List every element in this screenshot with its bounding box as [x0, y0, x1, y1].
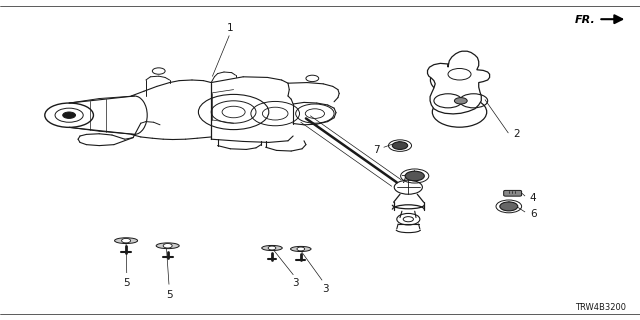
Ellipse shape — [291, 246, 311, 252]
Circle shape — [122, 238, 131, 243]
Circle shape — [392, 142, 408, 149]
Text: 5: 5 — [166, 290, 173, 300]
Text: TRW4B3200: TRW4B3200 — [575, 303, 626, 312]
Text: FR.: FR. — [575, 15, 595, 25]
Text: 6: 6 — [530, 209, 536, 220]
Circle shape — [63, 112, 76, 118]
Text: 3: 3 — [292, 278, 299, 288]
Ellipse shape — [262, 245, 282, 251]
Circle shape — [297, 247, 305, 251]
FancyBboxPatch shape — [504, 190, 522, 196]
Circle shape — [500, 202, 518, 211]
Text: 7: 7 — [401, 175, 407, 185]
Ellipse shape — [115, 238, 138, 244]
Text: 3: 3 — [322, 284, 328, 294]
Circle shape — [454, 98, 467, 104]
Text: 7: 7 — [374, 145, 380, 156]
Circle shape — [405, 171, 424, 181]
Polygon shape — [428, 51, 490, 114]
Text: 4: 4 — [530, 193, 536, 204]
Circle shape — [163, 244, 172, 248]
Text: 1: 1 — [227, 23, 234, 33]
Text: 5: 5 — [124, 278, 130, 288]
Circle shape — [268, 246, 276, 250]
Text: 2: 2 — [513, 129, 520, 140]
Ellipse shape — [156, 243, 179, 249]
